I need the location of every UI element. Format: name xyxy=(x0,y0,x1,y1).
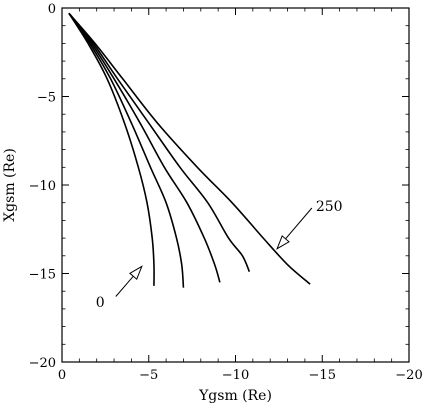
series-line-4 xyxy=(68,12,251,273)
annotation-label-2: 250 xyxy=(316,199,343,215)
series xyxy=(68,12,311,288)
y-tick-label: −10 xyxy=(29,179,56,194)
x-tick-label: 0 xyxy=(58,368,66,383)
y-tick-label: 0 xyxy=(48,2,56,17)
x-tick-label: −5 xyxy=(139,368,158,383)
x-tick-label: −20 xyxy=(395,368,422,383)
series-line-3 xyxy=(68,12,221,283)
y-tick-label: −15 xyxy=(29,268,56,283)
series-line-5 xyxy=(68,12,311,285)
series-line-2 xyxy=(68,12,185,288)
x-tick-label: −15 xyxy=(309,368,336,383)
annotations: 0 250 xyxy=(96,199,343,311)
x-tick-label: −10 xyxy=(222,368,249,383)
plot-frame xyxy=(61,7,410,363)
annotation-label-1: 0 xyxy=(96,295,105,311)
ticks: 0 −5 −10 −15 −200−5−10−15−20 xyxy=(29,2,423,383)
series-line-1 xyxy=(68,12,155,286)
annotation-arrow-head-2 xyxy=(276,235,290,250)
x-axis-label: Ygsm (Re) xyxy=(198,388,272,404)
y-axis-label: Xgsm (Re) xyxy=(2,148,18,222)
annotation-arrow-head-1 xyxy=(129,265,143,281)
y-tick-label: −5 xyxy=(37,91,56,106)
y-tick-label: −20 xyxy=(29,356,56,371)
